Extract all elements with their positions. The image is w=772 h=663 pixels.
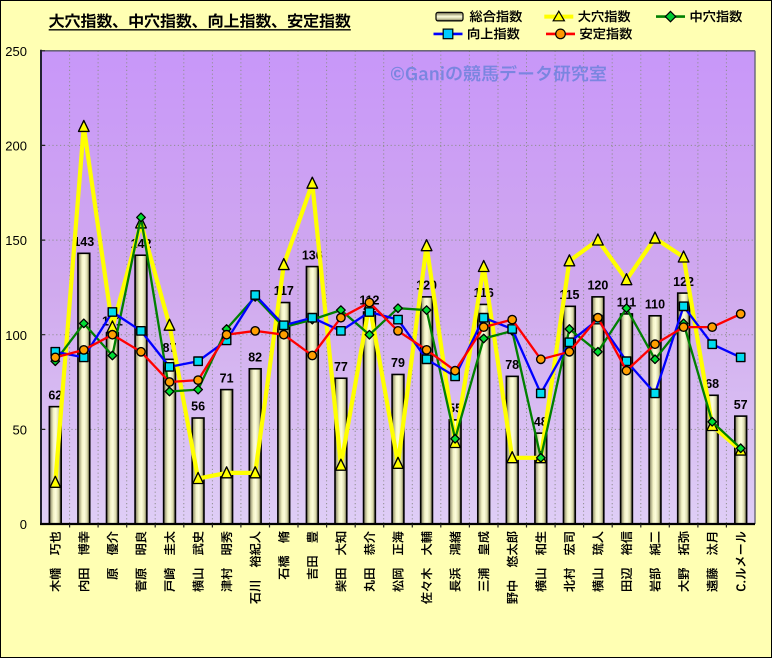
svg-text:62: 62 xyxy=(48,388,62,402)
svg-text:120: 120 xyxy=(587,279,608,293)
svg-text:78: 78 xyxy=(505,358,519,372)
svg-text:100: 100 xyxy=(5,328,27,343)
svg-text:0: 0 xyxy=(20,517,27,532)
svg-text:122: 122 xyxy=(673,275,694,289)
svg-text:250: 250 xyxy=(5,44,27,59)
svg-text:143: 143 xyxy=(73,235,94,249)
svg-text:110: 110 xyxy=(645,298,665,312)
svg-text:79: 79 xyxy=(391,356,405,370)
svg-text:111: 111 xyxy=(617,296,637,310)
svg-text:57: 57 xyxy=(734,398,748,412)
svg-text:117: 117 xyxy=(274,284,294,298)
svg-text:77: 77 xyxy=(334,360,348,374)
svg-text:50: 50 xyxy=(13,423,27,438)
svg-text:200: 200 xyxy=(5,139,27,154)
svg-text:82: 82 xyxy=(248,351,262,365)
svg-text:56: 56 xyxy=(191,400,205,414)
svg-text:71: 71 xyxy=(220,371,234,385)
svg-text:150: 150 xyxy=(5,233,27,248)
svg-text:68: 68 xyxy=(705,377,719,391)
